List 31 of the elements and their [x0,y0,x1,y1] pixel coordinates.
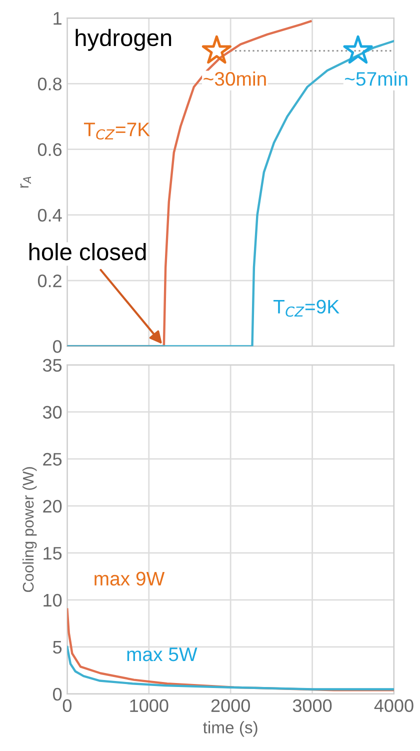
x-tick-label: 2000 [211,699,250,712]
y-tick-label: 0.4 [38,208,62,222]
series-label: T$_{CZ}$=7K [84,122,150,140]
x-axis-title: time (s) [203,721,258,737]
y-tick-label: 15 [44,547,62,560]
x-tick-label: 0 [62,699,72,712]
x-tick-label: 3000 [292,699,332,712]
y-tick-label: 1 [54,12,62,25]
x-tick-label: 1000 [130,699,168,712]
annotation: ~30min [204,71,266,86]
y-axis-title: Cooling power (W) [22,467,37,592]
y-tick-label: 30 [42,406,62,419]
y-tick-label: 10 [44,594,62,607]
series-label: T$_{CZ}$=9K [273,300,340,317]
y-tick-label: 5 [53,641,62,654]
y-axis-title: r$_{A}$ [20,176,31,188]
y-tick-label: 0.6 [38,143,62,156]
y-tick-label: 20 [43,500,62,513]
x-tick-label: 4000 [374,699,414,712]
series-label: max 5W [127,648,198,662]
y-tick-label: 0 [53,340,62,353]
y-tick-label: 0 [53,688,62,701]
y-tick-label: 0.8 [38,78,62,90]
y-tick-label: 35 [42,358,62,372]
series-label: max 9W [94,572,165,586]
annotation: hole closed [29,242,146,260]
ref-line-label: hydrogen [76,28,172,51]
line-series [67,646,394,690]
y-tick-label: 25 [43,452,62,466]
annotation: ~57min [345,71,408,86]
y-tick-label: 0.2 [38,274,62,288]
